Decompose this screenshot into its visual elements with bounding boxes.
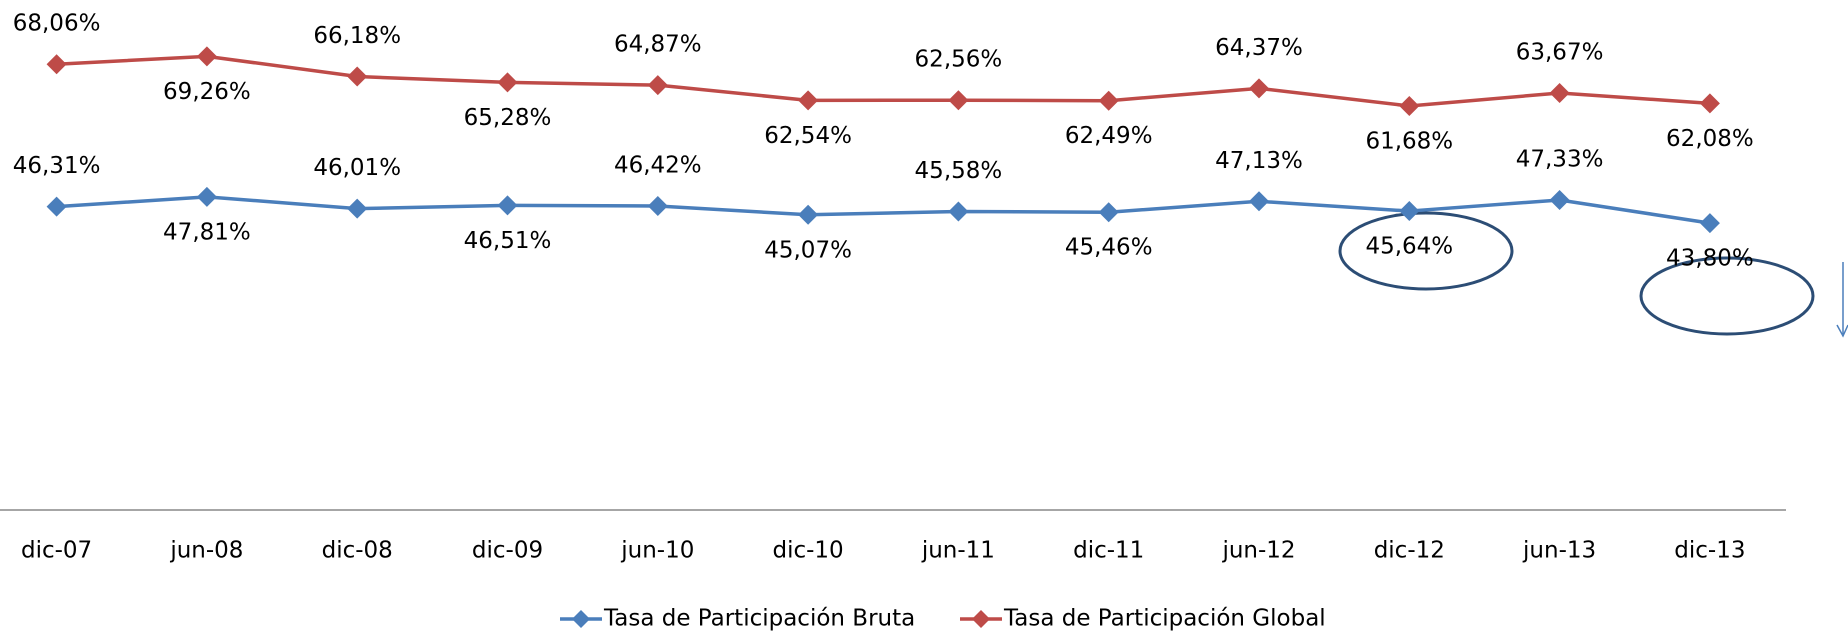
series-line xyxy=(56,195,1711,225)
marker xyxy=(1399,201,1420,222)
data-label: 46,01% xyxy=(313,155,401,181)
marker xyxy=(647,195,668,216)
marker xyxy=(347,66,368,87)
marker xyxy=(1098,202,1119,223)
x-tick-label: jun-13 xyxy=(1522,538,1596,564)
data-label: 64,87% xyxy=(614,32,702,58)
data-label: 47,81% xyxy=(163,219,251,245)
legend-label: Tasa de Participación Global xyxy=(1003,606,1326,632)
marker xyxy=(1399,95,1420,116)
marker xyxy=(1249,191,1269,212)
data-label: 64,37% xyxy=(1215,35,1303,61)
marker xyxy=(798,204,819,225)
marker xyxy=(798,90,819,111)
marker xyxy=(647,75,668,96)
marker xyxy=(46,54,67,75)
x-tick-label: dic-07 xyxy=(21,538,92,564)
legend-marker xyxy=(972,610,990,628)
data-label: 45,58% xyxy=(915,158,1003,184)
x-tick-label: dic-08 xyxy=(322,538,393,564)
x-tick-label: jun-12 xyxy=(1221,538,1295,564)
data-label: 47,13% xyxy=(1215,148,1303,174)
marker xyxy=(948,90,969,111)
x-tick-label: jun-11 xyxy=(921,538,995,564)
marker xyxy=(196,46,217,67)
data-label: 45,07% xyxy=(764,237,852,263)
marker xyxy=(497,72,518,93)
x-tick-label: dic-13 xyxy=(1674,538,1745,564)
marker xyxy=(948,201,969,222)
x-tick-label: dic-12 xyxy=(1374,538,1445,564)
marker xyxy=(1549,82,1570,103)
x-tick-label: jun-08 xyxy=(169,538,243,564)
legend-marker xyxy=(572,610,590,628)
highlight-ellipse xyxy=(1639,256,1815,336)
marker xyxy=(347,198,368,219)
legend-label: Tasa de Participación Bruta xyxy=(603,606,915,632)
x-tick-label: dic-11 xyxy=(1073,538,1144,564)
data-label: 45,64% xyxy=(1365,234,1453,260)
data-label: 65,28% xyxy=(464,105,552,131)
marker xyxy=(1098,90,1119,111)
data-label: 46,31% xyxy=(13,153,101,179)
x-tick-label: dic-10 xyxy=(772,538,843,564)
data-label: 62,49% xyxy=(1065,123,1153,149)
marker xyxy=(196,186,217,207)
x-tick-label: jun-10 xyxy=(620,538,694,564)
data-label: 43,80% xyxy=(1666,246,1754,272)
marker xyxy=(46,196,67,217)
marker xyxy=(1249,78,1269,99)
x-tick-label: dic-09 xyxy=(472,538,543,564)
series-line xyxy=(56,54,1711,108)
data-label: 46,51% xyxy=(464,228,552,254)
data-label: 61,68% xyxy=(1365,128,1453,154)
data-label: 69,26% xyxy=(163,79,251,105)
down-arrow xyxy=(1836,262,1848,338)
data-label: 66,18% xyxy=(313,23,401,49)
marker xyxy=(1699,93,1720,114)
highlight-ellipse xyxy=(1338,211,1514,291)
data-label: 45,46% xyxy=(1065,235,1153,261)
data-label: 68,06% xyxy=(13,11,101,37)
data-label: 63,67% xyxy=(1516,39,1604,65)
data-label: 62,56% xyxy=(915,47,1003,73)
data-label: 46,42% xyxy=(614,152,702,178)
data-label: 62,54% xyxy=(764,123,852,149)
marker xyxy=(497,195,518,216)
marker xyxy=(1699,213,1720,234)
data-label: 62,08% xyxy=(1666,126,1754,152)
data-label: 47,33% xyxy=(1516,146,1604,172)
marker xyxy=(1549,189,1570,210)
